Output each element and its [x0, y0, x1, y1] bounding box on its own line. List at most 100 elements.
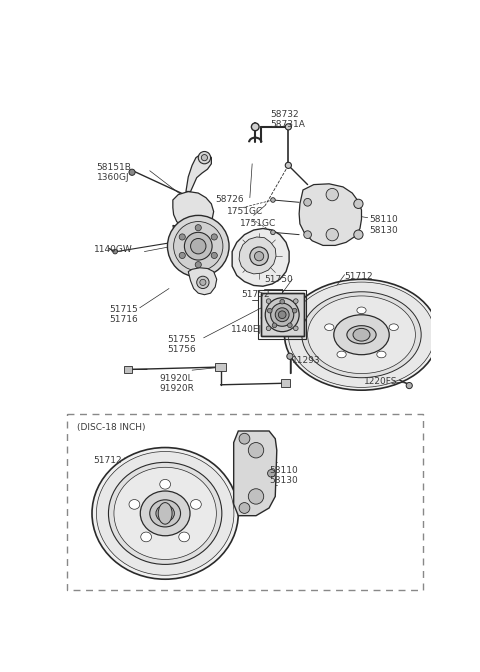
Circle shape [272, 323, 277, 328]
Circle shape [278, 311, 286, 319]
Text: 51755
51756: 51755 51756 [168, 335, 196, 354]
Bar [215, 364, 226, 371]
Ellipse shape [114, 467, 216, 560]
Text: 11293: 11293 [292, 356, 321, 366]
Circle shape [293, 299, 298, 304]
Ellipse shape [334, 314, 389, 355]
Circle shape [304, 198, 312, 206]
Circle shape [198, 151, 211, 164]
Circle shape [252, 123, 259, 130]
Circle shape [266, 299, 271, 304]
Circle shape [271, 303, 294, 327]
Text: 1140GW: 1140GW [94, 245, 132, 253]
Circle shape [271, 230, 275, 235]
Circle shape [174, 222, 223, 271]
Ellipse shape [108, 462, 222, 564]
Text: 51750: 51750 [264, 275, 293, 284]
Ellipse shape [158, 503, 172, 524]
Circle shape [179, 234, 185, 240]
Circle shape [168, 216, 229, 277]
Bar [281, 380, 290, 387]
Ellipse shape [324, 324, 334, 331]
Circle shape [304, 230, 312, 239]
Circle shape [195, 224, 201, 230]
Polygon shape [173, 225, 221, 270]
Ellipse shape [96, 452, 234, 575]
Ellipse shape [347, 326, 376, 344]
Ellipse shape [150, 500, 180, 527]
Circle shape [248, 443, 264, 458]
Circle shape [267, 308, 272, 313]
Polygon shape [239, 237, 276, 274]
Ellipse shape [129, 499, 140, 509]
Circle shape [129, 169, 135, 175]
Circle shape [287, 353, 293, 360]
Circle shape [406, 382, 412, 388]
Circle shape [239, 433, 250, 444]
Text: 51712: 51712 [345, 271, 373, 281]
Circle shape [201, 155, 207, 161]
Ellipse shape [377, 351, 386, 358]
Polygon shape [186, 153, 211, 192]
Circle shape [275, 308, 289, 322]
Text: 1220FS: 1220FS [364, 377, 397, 386]
Bar [261, 293, 304, 336]
Circle shape [326, 228, 338, 241]
Circle shape [195, 261, 201, 267]
Ellipse shape [92, 448, 238, 579]
Bar [258, 290, 306, 339]
Text: 51752: 51752 [241, 290, 270, 299]
Text: 58151B
1360GJ: 58151B 1360GJ [96, 163, 132, 182]
Circle shape [211, 253, 217, 259]
Text: 1751GC: 1751GC [240, 219, 276, 228]
Circle shape [292, 308, 297, 313]
Text: 51715
51716: 51715 51716 [109, 304, 138, 324]
Text: 58732
58731A: 58732 58731A [271, 110, 305, 129]
Ellipse shape [288, 282, 435, 387]
Ellipse shape [353, 329, 370, 341]
Circle shape [250, 247, 268, 265]
Circle shape [248, 489, 264, 504]
Circle shape [271, 198, 275, 202]
Circle shape [293, 326, 298, 331]
Text: 51712: 51712 [94, 456, 122, 466]
Circle shape [200, 280, 206, 286]
Circle shape [354, 230, 363, 239]
Text: (DISC-18 INCH): (DISC-18 INCH) [77, 423, 145, 431]
Circle shape [179, 253, 185, 259]
Text: 1751GC: 1751GC [227, 207, 263, 216]
Polygon shape [234, 431, 277, 515]
Circle shape [265, 298, 299, 332]
Polygon shape [232, 228, 289, 286]
Circle shape [285, 162, 291, 169]
Circle shape [354, 199, 363, 208]
Circle shape [288, 323, 292, 328]
Text: 1140EJ: 1140EJ [230, 325, 262, 335]
Ellipse shape [179, 532, 190, 542]
Bar [67, 414, 423, 589]
Circle shape [239, 503, 250, 513]
Polygon shape [299, 184, 361, 245]
Text: 58110
58130: 58110 58130 [269, 466, 298, 485]
Ellipse shape [302, 292, 421, 378]
Text: 58110
58130: 58110 58130 [369, 216, 398, 235]
Ellipse shape [191, 499, 201, 509]
Ellipse shape [156, 505, 174, 521]
Ellipse shape [337, 351, 346, 358]
Circle shape [267, 470, 275, 477]
Ellipse shape [285, 280, 439, 390]
Ellipse shape [308, 296, 415, 374]
Ellipse shape [160, 479, 170, 489]
Bar [124, 366, 132, 373]
Circle shape [280, 299, 285, 304]
Circle shape [191, 239, 206, 254]
Polygon shape [261, 293, 304, 336]
Circle shape [184, 233, 212, 260]
Ellipse shape [357, 307, 366, 314]
Text: 58726: 58726 [215, 195, 244, 204]
Circle shape [113, 249, 118, 254]
Circle shape [254, 251, 264, 261]
Ellipse shape [140, 491, 190, 536]
Circle shape [211, 234, 217, 240]
Circle shape [285, 124, 291, 130]
